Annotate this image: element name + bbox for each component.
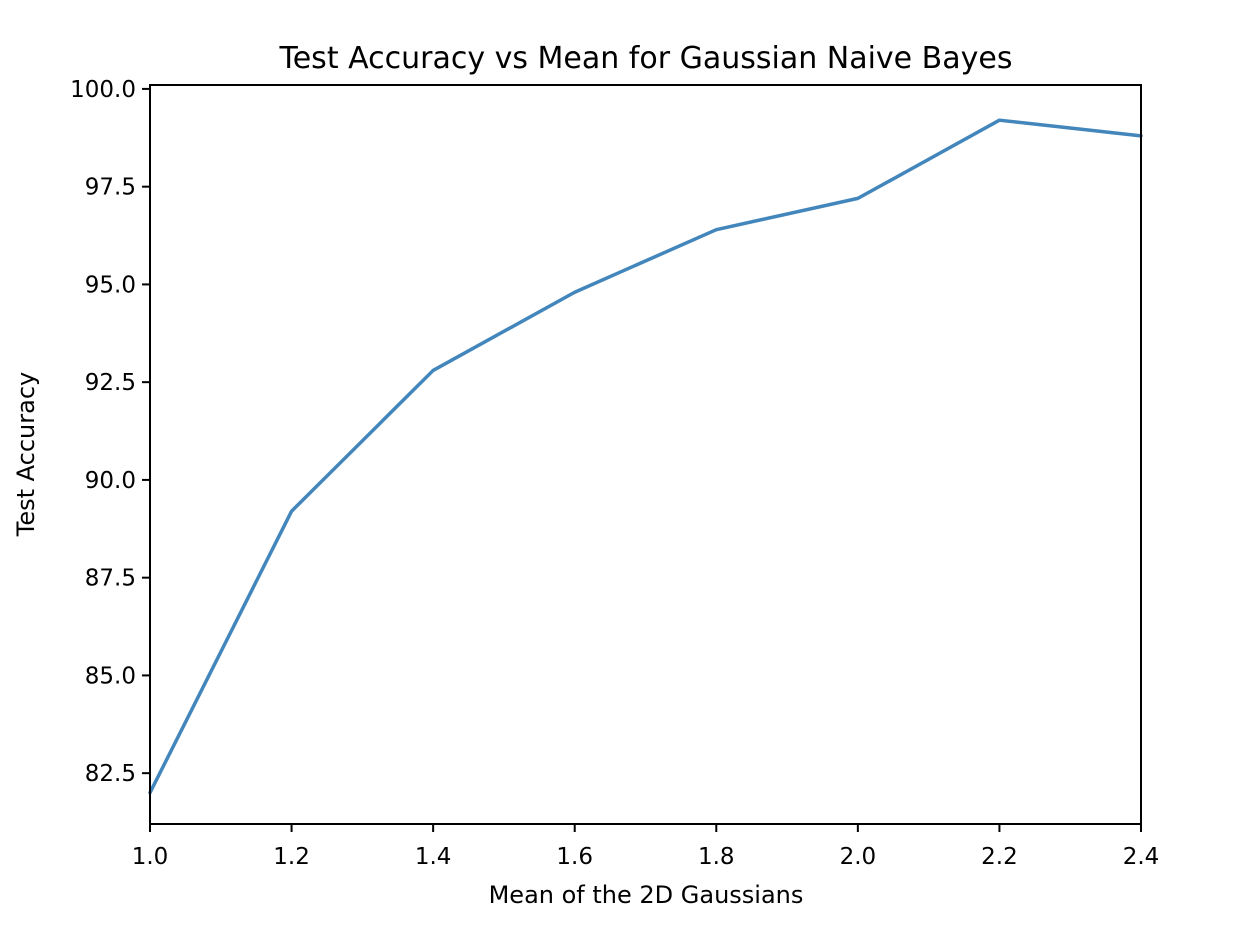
x-tick-label: 1.2 xyxy=(273,844,310,870)
x-tick-label: 2.0 xyxy=(840,844,877,870)
chart-title: Test Accuracy vs Mean for Gaussian Naive… xyxy=(279,41,1013,76)
y-tick-label: 87.5 xyxy=(85,566,136,592)
x-axis-label: Mean of the 2D Gaussians xyxy=(489,881,804,909)
series-line-0 xyxy=(148,118,1143,795)
axes-frame xyxy=(149,84,1142,825)
y-tick-label: 92.5 xyxy=(85,370,136,396)
y-axis-label: Test Accuracy xyxy=(12,372,40,537)
x-tick-label: 1.6 xyxy=(556,844,593,870)
x-axis: 1.0 1.2 1.4 1.6 1.8 2.0 2.2 2.4 xyxy=(132,824,1160,870)
y-tick-label: 85.0 xyxy=(85,663,136,689)
x-tick-label: 2.2 xyxy=(981,844,1018,870)
x-tick-label: 1.0 xyxy=(132,844,169,870)
plot-area xyxy=(148,118,1143,795)
y-tick-label: 82.5 xyxy=(85,761,136,787)
y-tick-label: 97.5 xyxy=(85,175,136,201)
y-tick-label: 90.0 xyxy=(85,468,136,494)
y-tick-label: 100.0 xyxy=(70,77,136,103)
x-tick-label: 1.4 xyxy=(415,844,452,870)
x-tick-label: 2.4 xyxy=(1123,844,1160,870)
y-axis: 82.5 85.0 87.5 90.0 92.5 95.0 97.5 100.0 xyxy=(70,77,150,787)
y-tick-label: 95.0 xyxy=(85,272,136,298)
x-tick-label: 1.8 xyxy=(698,844,735,870)
